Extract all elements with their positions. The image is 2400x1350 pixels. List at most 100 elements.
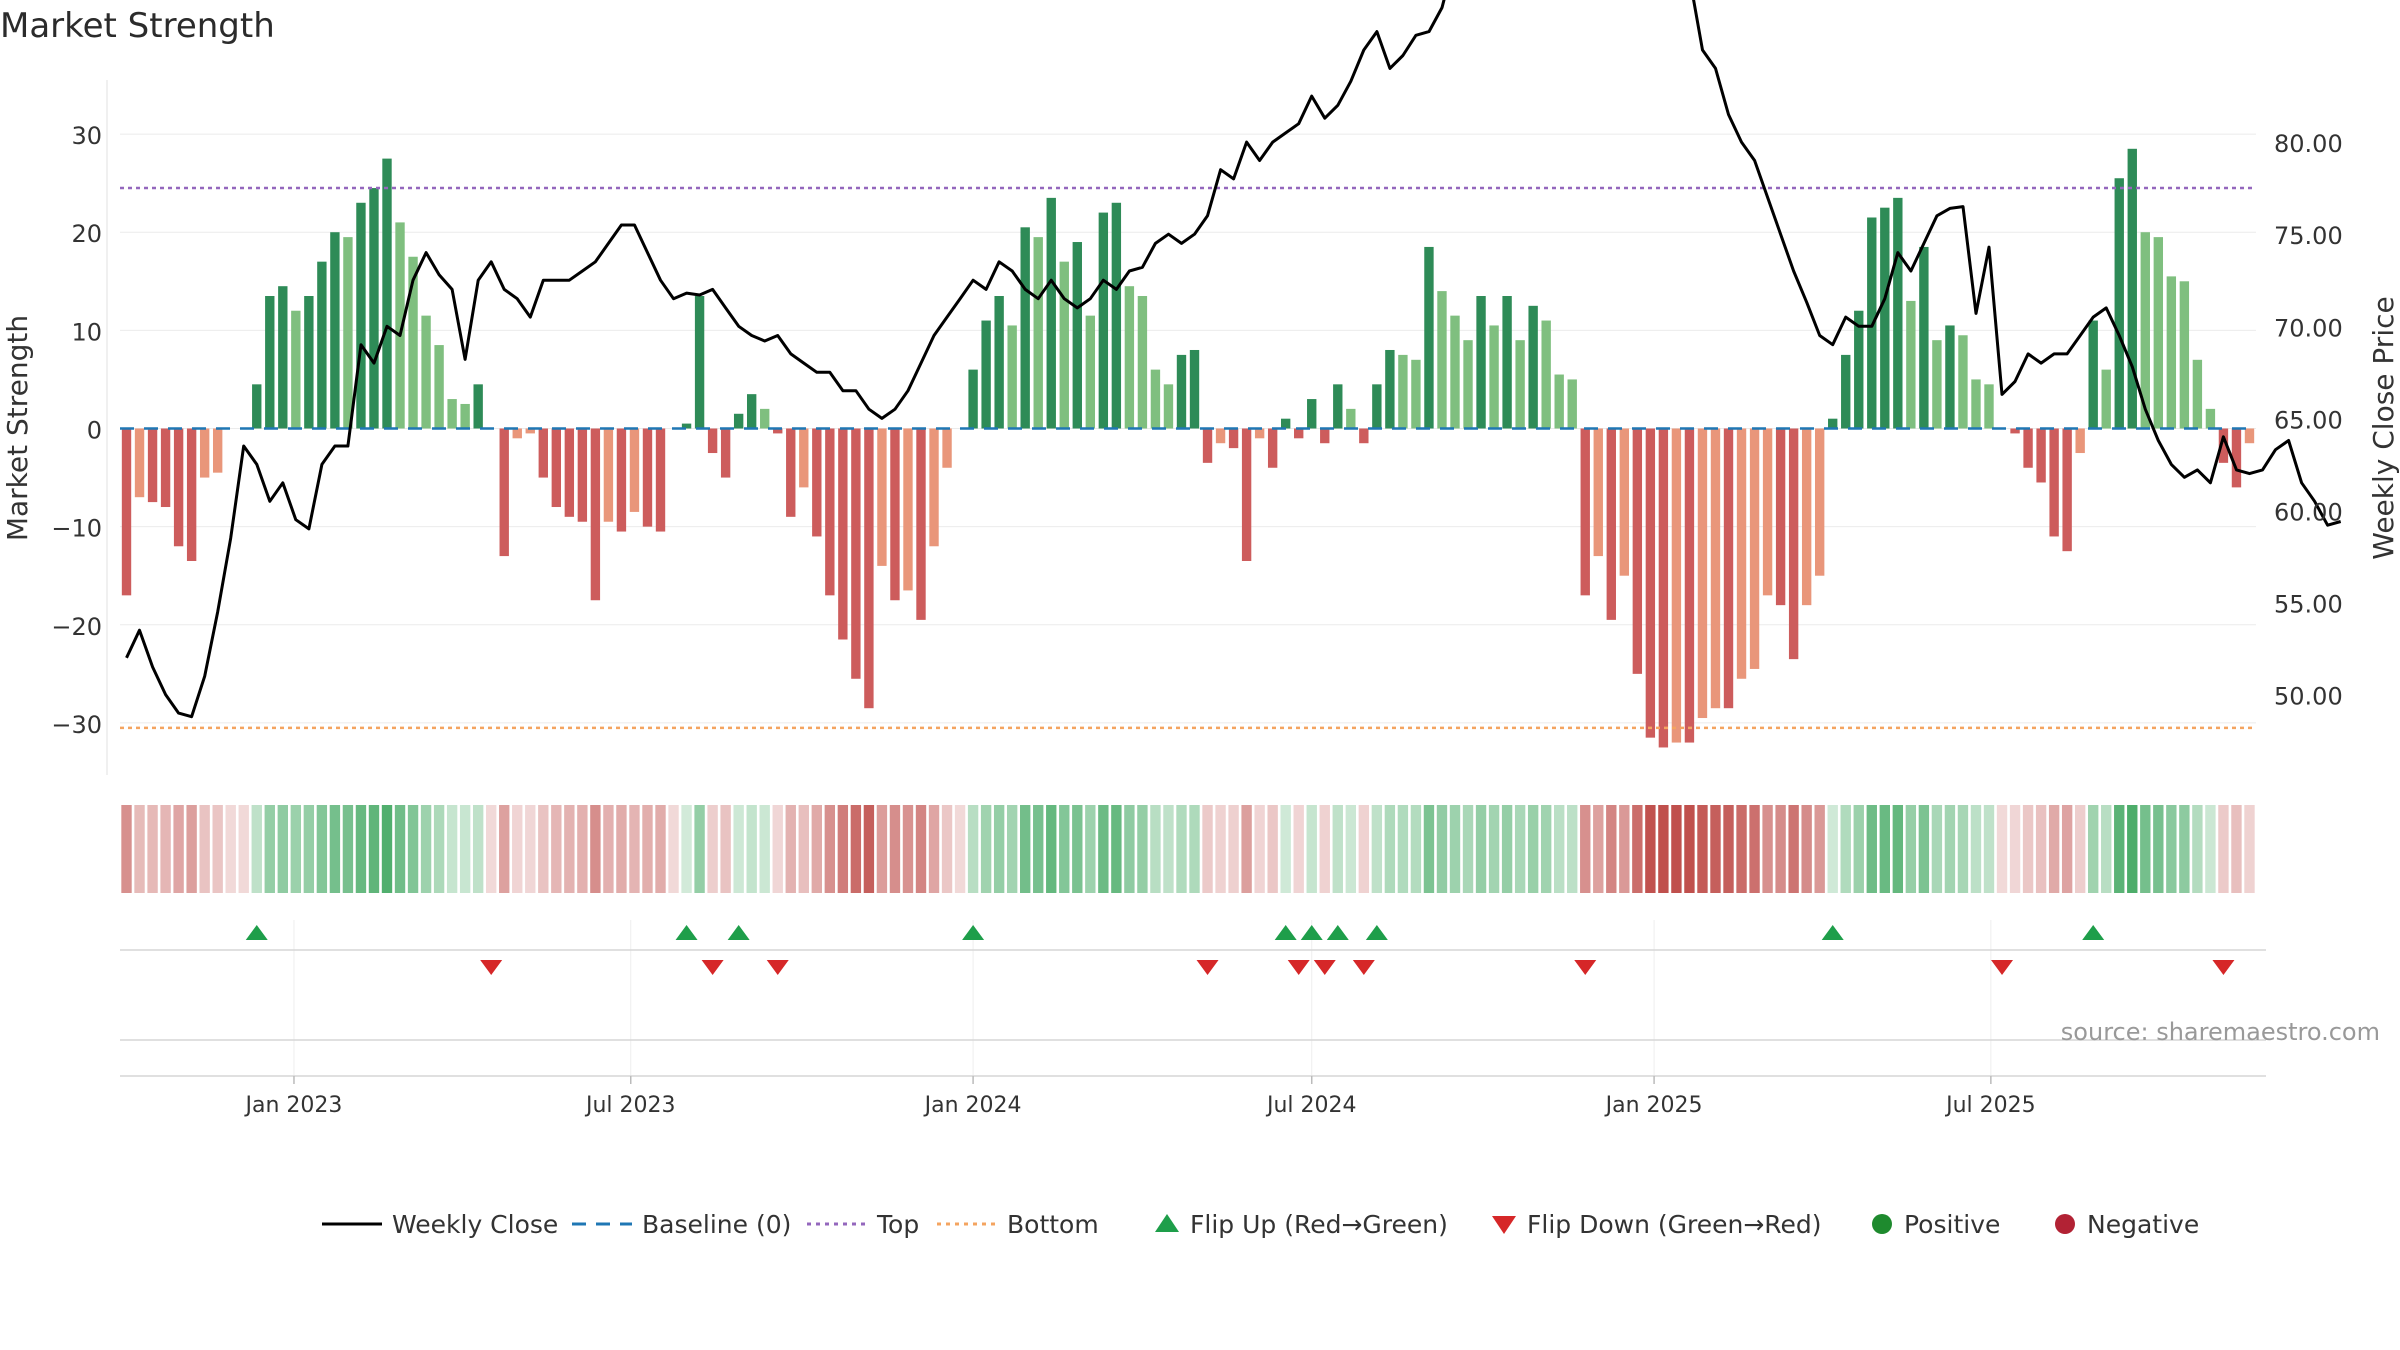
- strength-bar: [1411, 359, 1421, 429]
- heat-cell: [1983, 805, 1995, 893]
- strength-bar: [1437, 291, 1447, 429]
- strength-bar: [1202, 428, 1213, 463]
- strength-bar: [616, 428, 627, 532]
- heat-cell: [1293, 805, 1304, 893]
- right-tick-label: 60.00: [2274, 498, 2343, 526]
- heat-cell: [1332, 805, 1343, 893]
- strength-bar: [1020, 227, 1030, 429]
- strength-bar: [1684, 428, 1695, 743]
- legend-circle-icon: [1872, 1214, 1892, 1234]
- heat-cell: [420, 805, 432, 893]
- legend-item[interactable]: Positive: [1872, 1210, 2000, 1239]
- strength-bar: [1450, 315, 1460, 429]
- heat-cell: [1475, 805, 1487, 893]
- strength-bar: [694, 296, 705, 429]
- legend-item[interactable]: Flip Up (Red→Green): [1155, 1210, 1448, 1239]
- strength-bar: [395, 222, 405, 429]
- strength-bar: [1697, 428, 1708, 719]
- legend-item[interactable]: Bottom: [937, 1210, 1099, 1239]
- strength-bar: [1984, 384, 1994, 429]
- legend[interactable]: Weekly Close Baseline (0) Top Bottom Flip Up…: [322, 1210, 2199, 1239]
- heat-cell: [1111, 805, 1122, 893]
- strength-bar: [981, 320, 991, 429]
- heat-cell: [1710, 805, 1721, 893]
- heat-cell: [1189, 805, 1200, 893]
- heat-cell: [1527, 805, 1539, 893]
- flip-down-marker: [1991, 960, 2014, 975]
- heat-cell: [590, 805, 601, 893]
- heat-cell: [1397, 805, 1409, 893]
- strength-bar: [994, 296, 1004, 429]
- heat-cell: [1423, 805, 1435, 893]
- heat-cell: [472, 805, 484, 893]
- strength-bar: [1294, 428, 1304, 439]
- heat-cell: [1814, 805, 1825, 893]
- strength-bar: [1580, 428, 1590, 596]
- legend-item[interactable]: Weekly Close: [322, 1210, 558, 1239]
- strength-bar: [799, 428, 809, 488]
- legend-label: Positive: [1904, 1210, 2000, 1239]
- heat-cell: [1449, 805, 1461, 893]
- strength-bar: [434, 345, 444, 429]
- heat-cell: [980, 805, 992, 893]
- strength-bar: [1801, 428, 1812, 606]
- heat-cell: [525, 805, 536, 893]
- heat-cell: [1280, 805, 1291, 893]
- heat-cell: [1827, 805, 1838, 893]
- left-tick-label: −30: [51, 711, 102, 739]
- heat-cell: [668, 805, 679, 893]
- heat-cell: [1866, 805, 1877, 893]
- strength-bar: [1762, 428, 1773, 596]
- flip-down-marker: [1196, 960, 1219, 975]
- heat-cell: [902, 805, 914, 893]
- strength-bar: [2205, 408, 2216, 429]
- heat-cell: [2192, 805, 2203, 893]
- flip-down-marker: [480, 960, 503, 975]
- heat-cell: [1619, 805, 1630, 893]
- heat-cell: [199, 805, 210, 893]
- strength-bar: [147, 428, 158, 503]
- strength-bar: [1541, 320, 1551, 429]
- right-tick-label: 75.00: [2274, 222, 2343, 250]
- strength-bar: [2075, 428, 2085, 454]
- legend-triangle-down-icon: [1492, 1216, 1516, 1234]
- strength-bar: [369, 188, 379, 429]
- heat-cell: [1788, 805, 1799, 893]
- strength-bar: [1267, 428, 1278, 468]
- legend-item[interactable]: Top: [807, 1210, 919, 1239]
- heat-cell: [1905, 805, 1917, 893]
- heat-cell: [173, 805, 184, 893]
- strength-bar: [2088, 320, 2098, 429]
- strength-bar: [564, 428, 575, 517]
- heat-cell: [1358, 805, 1370, 893]
- strength-bar: [421, 315, 431, 429]
- legend-item[interactable]: Flip Down (Green→Red): [1492, 1210, 1822, 1239]
- strength-bar: [2010, 428, 2020, 434]
- heat-cell: [564, 805, 575, 893]
- heat-cell: [355, 805, 367, 893]
- heat-cell: [1762, 805, 1773, 893]
- heat-cell: [2022, 805, 2034, 893]
- legend-item[interactable]: Baseline (0): [572, 1210, 791, 1239]
- legend-item[interactable]: Negative: [2055, 1210, 2199, 1239]
- strength-bar: [1788, 428, 1799, 660]
- heat-cell: [785, 805, 796, 893]
- heat-cell: [1892, 805, 1904, 893]
- source-label: source: sharemaestro.com: [2061, 1018, 2380, 1046]
- strength-bar: [252, 384, 262, 429]
- strength-bar: [1163, 384, 1174, 429]
- heat-cell: [1879, 805, 1890, 893]
- weekly-close-series: [125, 0, 2342, 719]
- flip-up-marker: [1821, 925, 1844, 940]
- flip-down-marker: [1574, 960, 1597, 975]
- strength-bar: [460, 403, 470, 429]
- heat-cell: [1059, 805, 1070, 893]
- strength-bar: [1385, 349, 1395, 429]
- flip-down-marker: [2212, 960, 2235, 975]
- strength-bar: [1775, 428, 1786, 606]
- strength-bar: [2114, 178, 2124, 429]
- heat-cell: [2244, 805, 2255, 893]
- strength-bar: [1346, 408, 1356, 429]
- heat-cell: [381, 805, 393, 893]
- flip-up-marker: [727, 925, 750, 940]
